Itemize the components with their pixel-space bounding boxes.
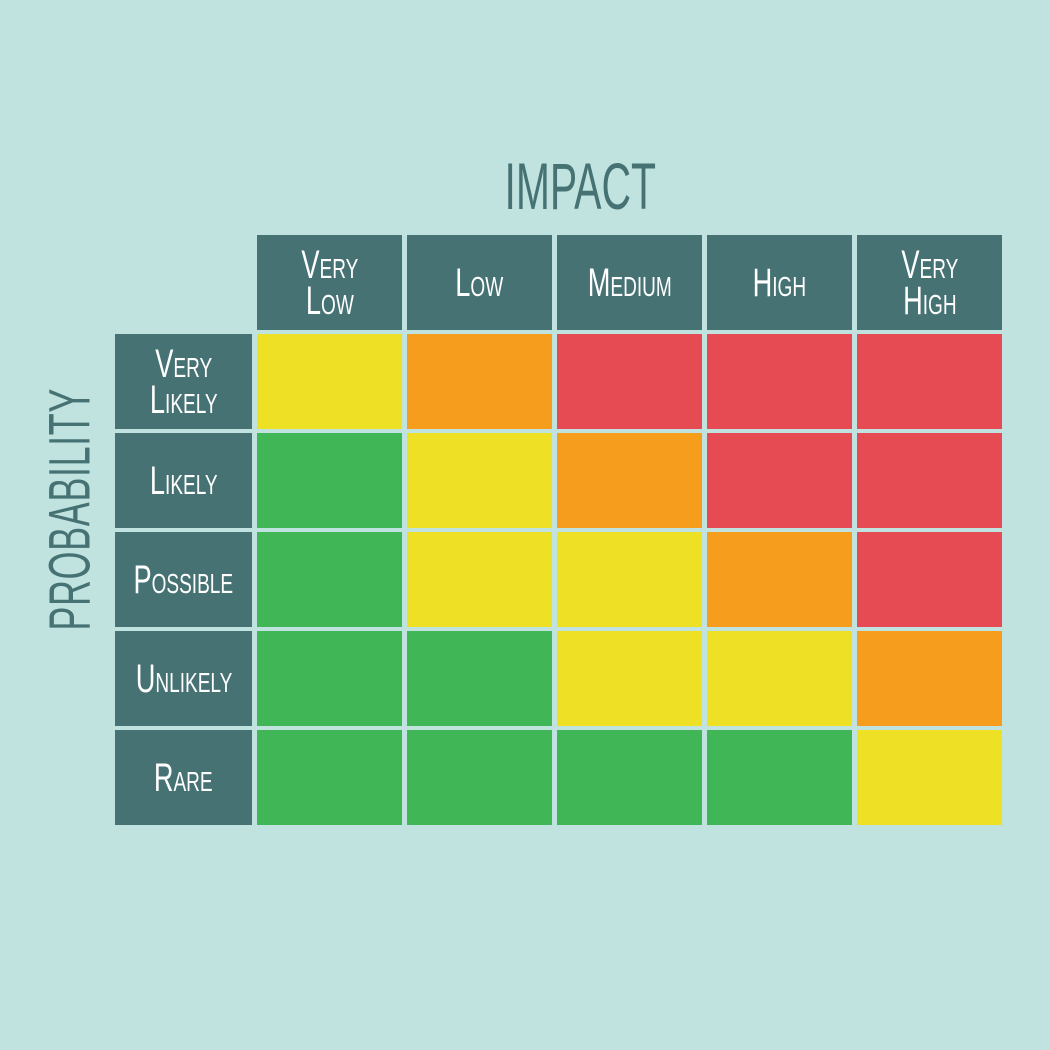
risk-cell-red bbox=[857, 532, 1002, 627]
impact-label: Medium bbox=[587, 260, 672, 305]
risk-cell-yellow bbox=[407, 532, 552, 627]
probability-header-3: Unlikely bbox=[115, 631, 252, 726]
probability-header-2: Possible bbox=[115, 532, 252, 627]
risk-cell-red bbox=[707, 334, 852, 429]
risk-cell-green bbox=[557, 730, 702, 825]
risk-cell-yellow bbox=[557, 532, 702, 627]
risk-cell-orange bbox=[707, 532, 852, 627]
impact-label: IMPACT bbox=[504, 149, 656, 223]
risk-cell-yellow bbox=[557, 631, 702, 726]
impact-label: Very High bbox=[901, 242, 958, 323]
risk-cell-yellow bbox=[857, 730, 1002, 825]
risk-cell-red bbox=[857, 433, 1002, 528]
impact-label: Low bbox=[455, 260, 504, 305]
risk-cell-green bbox=[257, 433, 402, 528]
risk-cell-green bbox=[257, 532, 402, 627]
risk-cell-yellow bbox=[257, 334, 402, 429]
risk-cell-green bbox=[407, 730, 552, 825]
impact-label: Very Low bbox=[301, 242, 358, 323]
impact-header-3: High bbox=[707, 235, 852, 330]
probability-label: Unlikely bbox=[135, 656, 232, 701]
impact-axis-title: IMPACT bbox=[430, 148, 730, 224]
probability-label: PROBABILITY bbox=[37, 388, 103, 631]
risk-cell-red bbox=[857, 334, 1002, 429]
impact-header-0: Very Low bbox=[257, 235, 402, 330]
risk-cell-green bbox=[257, 631, 402, 726]
impact-header-2: Medium bbox=[557, 235, 702, 330]
probability-header-0: Very Likely bbox=[115, 334, 252, 429]
risk-cell-red bbox=[707, 433, 852, 528]
impact-header-1: Low bbox=[407, 235, 552, 330]
risk-cell-green bbox=[257, 730, 402, 825]
risk-cell-yellow bbox=[707, 631, 852, 726]
impact-header-4: Very High bbox=[857, 235, 1002, 330]
probability-label: Very Likely bbox=[149, 341, 218, 422]
probability-label: Likely bbox=[149, 458, 218, 503]
risk-cell-orange bbox=[407, 334, 552, 429]
risk-cell-orange bbox=[557, 433, 702, 528]
impact-label: High bbox=[752, 260, 807, 305]
risk-cell-green bbox=[707, 730, 852, 825]
probability-header-1: Likely bbox=[115, 433, 252, 528]
risk-cell-red bbox=[557, 334, 702, 429]
probability-header-4: Rare bbox=[115, 730, 252, 825]
probability-label: Rare bbox=[154, 755, 213, 800]
probability-label: Possible bbox=[133, 557, 234, 602]
risk-cell-green bbox=[407, 631, 552, 726]
probability-axis-title: PROBABILITY bbox=[37, 388, 104, 705]
risk-cell-orange bbox=[857, 631, 1002, 726]
risk-cell-yellow bbox=[407, 433, 552, 528]
